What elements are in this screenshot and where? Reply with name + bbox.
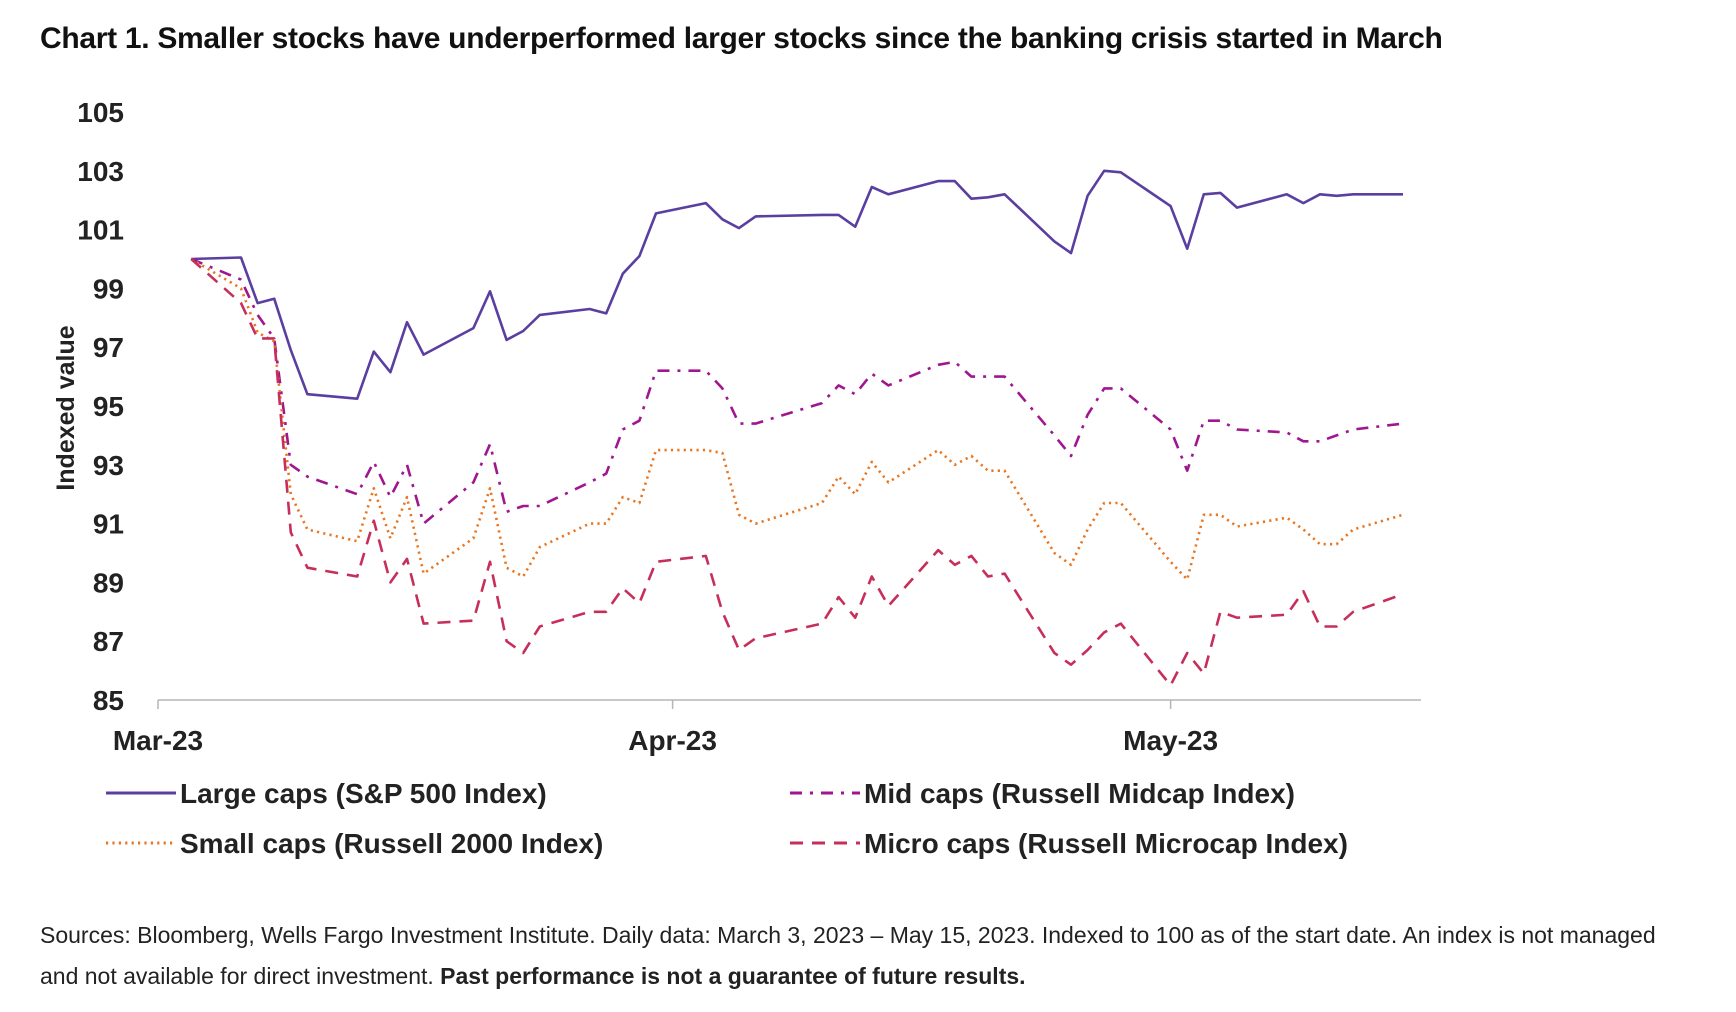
y-axis-title-group: Indexed value	[52, 325, 80, 490]
sources-text: Sources: Bloomberg, Wells Fargo Investme…	[40, 922, 1656, 989]
x-tick-label: Mar-23	[113, 725, 203, 756]
y-tick-label: 85	[93, 685, 124, 716]
source-note: Sources: Bloomberg, Wells Fargo Investme…	[40, 915, 1690, 997]
legend-label: Small caps (Russell 2000 Index)	[180, 828, 603, 859]
y-tick-labels: 105 103 101 99 97 95 93 91 89 87 85	[77, 97, 124, 716]
series-line-1	[191, 169, 1403, 401]
y-tick-label: 95	[93, 391, 124, 422]
series-line-2	[190, 257, 1404, 525]
y-tick-label: 89	[93, 567, 124, 598]
y-tick-label: 99	[93, 273, 124, 304]
legend-label: Micro caps (Russell Microcap Index)	[864, 828, 1348, 859]
series-line-3	[190, 257, 1404, 581]
y-axis-title: Indexed value	[52, 325, 80, 490]
x-tick-label: Apr-23	[628, 725, 717, 756]
y-tick-label: 87	[93, 626, 124, 657]
y-tick-label: 93	[93, 450, 124, 481]
legend-label: Large caps (S&P 500 Index)	[180, 778, 547, 809]
y-tick-label: 101	[77, 215, 124, 246]
x-axis: Mar-23 Apr-23 May-23	[113, 699, 1421, 756]
y-tick-label: 103	[77, 156, 124, 187]
chart-title: Chart 1. Smaller stocks have underperfor…	[40, 22, 1443, 55]
past-performance-disclaimer: Past performance is not a guarantee of f…	[440, 963, 1026, 989]
y-tick-label: 97	[93, 332, 124, 363]
series-layer	[190, 169, 1404, 687]
x-tick-label: May-23	[1123, 725, 1218, 756]
legend: Large caps (S&P 500 Index) Mid caps (Russ…	[106, 778, 1348, 859]
y-tick-label: 105	[77, 97, 124, 128]
y-tick-label: 91	[93, 509, 124, 540]
legend-label: Mid caps (Russell Midcap Index)	[864, 778, 1295, 809]
series-line-4	[190, 258, 1404, 687]
